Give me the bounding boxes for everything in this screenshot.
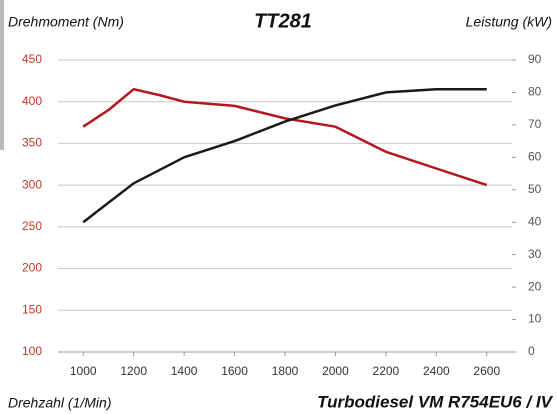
x-tick-label: 1400 [171,364,198,378]
x-axis-label: Drehzahl (1/Min) [8,395,111,411]
y2-tick-label: 60 [528,150,542,164]
series-line [82,87,488,187]
chart-title: TT281 [254,10,312,32]
y2-tick-label: 70 [528,117,542,131]
x-tick-label: 2400 [423,364,450,378]
y2-tick-label: 30 [528,247,542,261]
y-tick-label: 400 [22,94,42,108]
y-tick-label: 350 [22,136,42,150]
x-tick-label: 2000 [322,364,349,378]
x-tick-label: 1600 [221,364,248,378]
y2-tick-label: 0 [528,344,535,358]
x-tick-label: 1200 [120,364,147,378]
y2-tick-label: 80 [528,85,542,99]
y-tick-label: 200 [22,261,42,275]
edge-strip [0,0,4,150]
y-tick-label: 100 [22,344,42,358]
y2-tick-label: 90 [528,52,542,66]
x-tick-label: 2200 [373,364,400,378]
y2-tick-label: 20 [528,279,542,293]
y2-tick-label: 10 [528,312,542,326]
y2-tick-label: 40 [528,214,542,228]
y-axis-label: Drehmoment (Nm) [8,14,124,30]
x-tick-label: 1800 [272,364,299,378]
y-tick-label: 300 [22,177,42,191]
series-line [82,87,487,224]
annotation: Turbodiesel VM R754EU6 / IV [317,392,554,411]
y2-axis-label: Leistung (kW) [466,14,552,30]
y2-tick-label: 50 [528,182,542,196]
y-tick-label: 250 [22,219,42,233]
x-tick-label: 2600 [473,364,500,378]
x-tick-label: 1000 [70,364,97,378]
y-tick-label: 150 [22,302,42,316]
y-tick-label: 450 [22,52,42,66]
